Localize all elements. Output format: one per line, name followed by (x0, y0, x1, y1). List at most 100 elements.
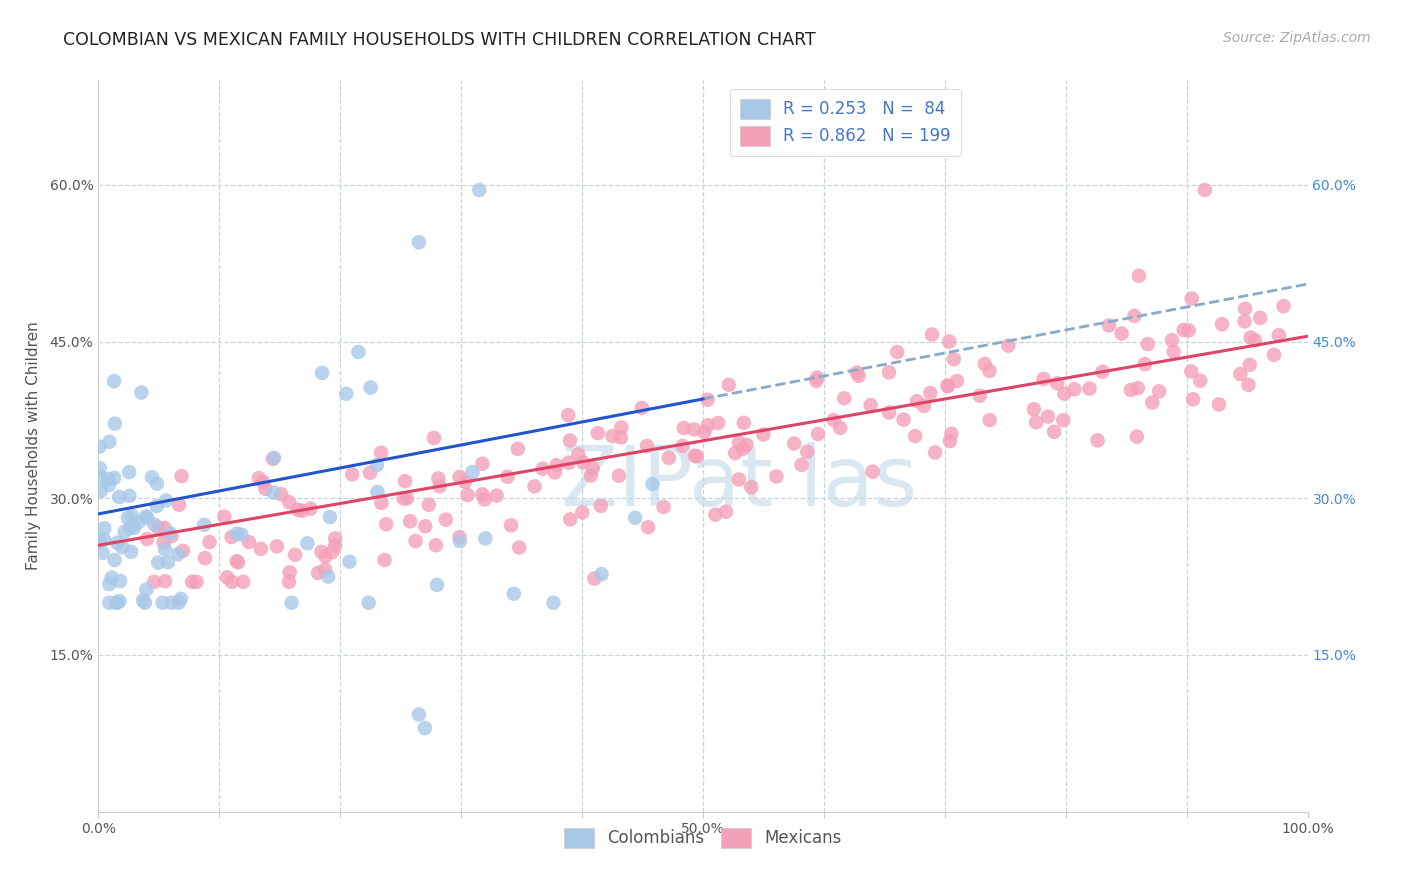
Point (941, 426, 963, 441)
Point (579, 468, 602, 483)
Point (247, 471, 270, 485)
Point (557, 408, 579, 422)
Point (395, 491, 418, 506)
Point (893, 412, 915, 426)
Point (502, 587, 524, 601)
Point (105, 535, 128, 549)
Point (160, 596, 183, 610)
Point (1032, 372, 1054, 386)
Point (591, 567, 613, 582)
Point (278, 495, 301, 509)
Point (217, 570, 239, 584)
Point (122, 521, 145, 535)
Point (103, 553, 125, 567)
Point (153, 574, 176, 589)
Point (198, 535, 221, 549)
Point (1091, 365, 1114, 379)
Point (297, 536, 319, 550)
Point (783, 436, 806, 450)
Point (714, 505, 737, 519)
Point (558, 512, 581, 526)
Point (624, 510, 647, 524)
Point (98, 596, 121, 610)
Point (370, 496, 392, 510)
Point (1249, 310, 1271, 325)
Point (167, 596, 190, 610)
Point (366, 458, 388, 472)
Point (558, 456, 581, 470)
Point (146, 499, 169, 513)
Point (155, 493, 177, 508)
Point (89, 534, 111, 549)
Point (544, 466, 567, 480)
Point (474, 532, 496, 546)
Point (394, 474, 416, 488)
Point (1239, 330, 1261, 344)
Point (936, 378, 959, 392)
Point (357, 596, 380, 610)
Point (307, 566, 329, 580)
Point (170, 469, 193, 483)
Point (105, 596, 128, 610)
Point (135, 509, 157, 524)
Point (704, 508, 727, 522)
Point (499, 518, 522, 533)
Point (93, 533, 115, 547)
Point (449, 530, 471, 544)
Point (589, 499, 612, 513)
Point (905, 394, 928, 409)
Point (912, 399, 935, 413)
Point (117, 511, 139, 525)
Point (270, 487, 292, 501)
Point (425, 538, 447, 552)
Point (221, 530, 243, 544)
Text: COLOMBIAN VS MEXICAN FAMILY HOUSEHOLDS WITH CHILDREN CORRELATION CHART: COLOMBIAN VS MEXICAN FAMILY HOUSEHOLDS W… (63, 31, 815, 49)
Point (104, 417, 127, 431)
Point (373, 553, 395, 567)
Point (942, 352, 965, 367)
Point (683, 449, 706, 463)
Point (214, 509, 236, 524)
Point (366, 484, 388, 499)
Point (567, 447, 589, 461)
Point (232, 574, 254, 589)
Point (91, 546, 114, 560)
Point (413, 519, 436, 533)
Point (1126, 429, 1149, 443)
Point (370, 445, 392, 459)
Point (848, 368, 870, 383)
Point (471, 487, 494, 501)
Point (426, 578, 449, 592)
Point (392, 491, 415, 506)
Point (108, 490, 131, 504)
Point (1123, 309, 1146, 323)
Point (167, 498, 190, 512)
Point (807, 427, 830, 442)
Point (105, 596, 128, 610)
Point (973, 357, 995, 371)
Point (221, 574, 243, 589)
Point (806, 374, 828, 388)
Point (1272, 299, 1295, 313)
Point (707, 416, 730, 430)
Point (249, 541, 271, 556)
Point (118, 521, 141, 535)
Point (572, 456, 595, 470)
Point (1136, 337, 1159, 351)
Point (631, 401, 654, 415)
Text: ZIPat las: ZIPat las (561, 442, 918, 523)
Point (468, 183, 491, 197)
Y-axis label: Family Households with Children: Family Households with Children (27, 322, 41, 570)
Point (997, 339, 1019, 353)
Point (89, 461, 111, 475)
Point (457, 488, 479, 502)
Point (979, 413, 1001, 427)
Point (1063, 382, 1085, 396)
Point (226, 526, 249, 541)
Point (291, 504, 314, 518)
Point (141, 470, 163, 484)
Point (474, 492, 496, 507)
Point (262, 451, 284, 466)
Point (731, 442, 754, 456)
Point (449, 534, 471, 549)
